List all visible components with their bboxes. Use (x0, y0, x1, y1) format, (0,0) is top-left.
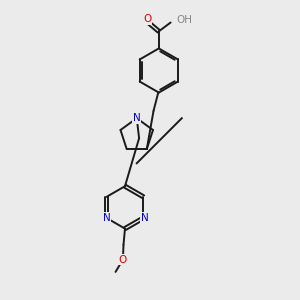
Text: O: O (119, 254, 127, 265)
Text: N: N (141, 213, 149, 223)
Text: N: N (103, 213, 110, 223)
Text: OH: OH (176, 15, 192, 25)
Text: O: O (143, 14, 151, 24)
Text: N: N (133, 113, 141, 123)
